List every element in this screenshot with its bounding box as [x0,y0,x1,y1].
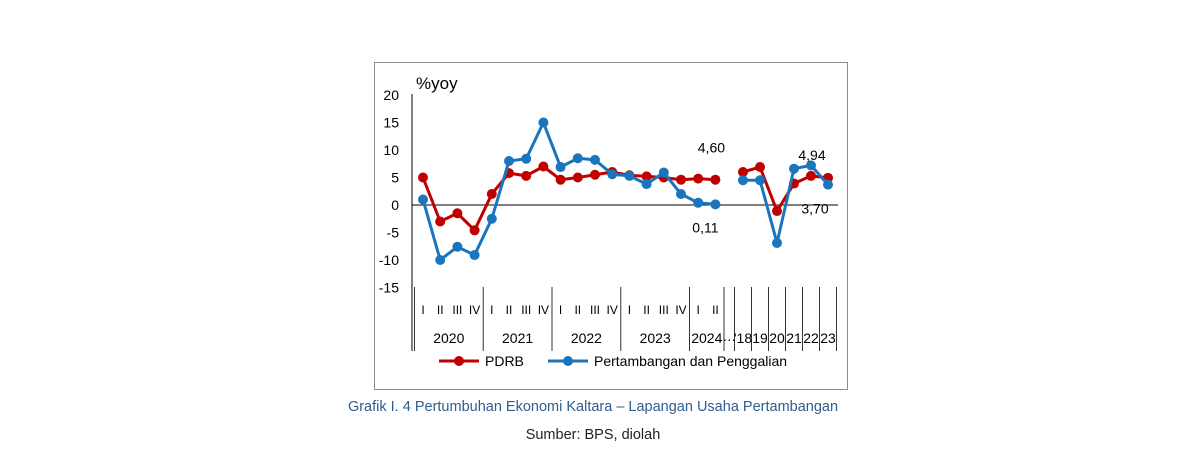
data-point [789,163,799,174]
y-tick-label: 10 [383,142,399,158]
data-point [521,170,532,181]
legend-swatch-marker [563,356,573,366]
data-point [823,179,833,190]
data-point [572,172,583,183]
x-tick-label: III [590,303,600,317]
legend-label: Pertambangan dan Penggalian [594,353,787,369]
data-label: 4,94 [798,147,825,163]
data-point [806,160,816,171]
x-tick-label: II [506,303,513,317]
x-group-label: 22 [803,330,819,346]
x-group-label: '18 [734,330,752,346]
data-point [755,175,765,186]
chart-frame: 20 15 10 5 0 -5 -10 -15 %yoy I II III IV I II III IV I II I… [374,62,848,390]
x-group-label: 20 [769,330,785,346]
data-point [435,255,446,265]
data-label: 0,11 [692,219,718,235]
data-point [590,169,600,180]
data-point [555,174,566,185]
data-point [418,172,428,183]
data-point [676,174,686,185]
data-point [710,199,721,210]
data-point [772,237,782,248]
data-point [755,162,765,173]
figure-source: Sumber: BPS, diolah [525,427,661,443]
x-group-label: 2020 [433,330,464,346]
data-point [538,117,549,128]
data-point [738,175,748,186]
x-tick-label: IV [538,303,549,317]
y-tick-label: -10 [379,252,399,268]
data-point [452,208,463,219]
y-tick-label: -5 [387,225,400,241]
data-point [435,216,446,227]
data-point [504,156,514,166]
x-tick-label: I [421,303,424,317]
y-tick-label: 5 [391,170,399,186]
y-tick-label: -15 [379,280,399,296]
x-tick-label: II [712,303,719,317]
data-point [607,169,618,180]
x-tick-label: II [574,303,581,317]
figure-caption: Grafik I. 4 Pertumbuhan Ekonomi Kaltara … [347,399,839,415]
x-tick-label: I [628,303,631,317]
x-tick-label: III [659,303,669,317]
x-tick-label: IV [675,303,686,317]
x-tick-label: III [521,303,531,317]
x-group-label: 2023 [640,330,671,346]
x-group-label: 23 [820,330,836,346]
data-point [693,173,704,184]
data-label: 4,60 [698,140,725,156]
data-point [676,189,686,199]
x-group-label: 21 [786,330,802,346]
y-axis-label: %yoy [416,74,458,93]
data-label: 3,70 [801,201,828,217]
x-group-label: … [722,328,736,344]
x-tick-label: IV [469,303,480,317]
y-tick-label: 0 [391,197,399,213]
x-group-label: 2024 [691,330,722,346]
x-tick-label: III [452,303,462,317]
data-point [486,213,497,224]
data-point [452,241,463,252]
data-point [521,153,532,164]
data-point [738,167,748,177]
x-group-label: 19 [752,330,768,346]
data-point [418,194,428,205]
data-point [590,154,600,165]
data-point [772,206,782,217]
data-point [806,170,816,181]
data-point [486,189,497,199]
data-point [693,197,704,208]
data-point [538,161,549,172]
series-line [421,165,716,232]
data-point [641,171,652,182]
x-tick-label: IV [607,303,618,317]
x-tick-label: I [490,303,493,317]
data-point [710,174,721,185]
data-point [641,179,652,190]
data-point [658,167,669,178]
data-point [469,250,480,261]
x-tick-label: I [697,303,700,317]
data-point [624,170,635,181]
x-tick-label: II [643,303,650,317]
data-point [572,153,583,164]
x-tick-label: II [437,303,444,317]
series-line [421,121,716,262]
legend-label: PDRB [485,353,524,369]
legend-swatch-marker [454,356,464,366]
x-tick-label: I [559,303,562,317]
data-point [469,225,480,236]
y-tick-label: 15 [383,115,399,131]
y-tick-label: 20 [383,87,399,103]
x-group-label: 2022 [571,330,602,346]
data-point [555,162,566,173]
x-group-label: 2021 [502,330,533,346]
